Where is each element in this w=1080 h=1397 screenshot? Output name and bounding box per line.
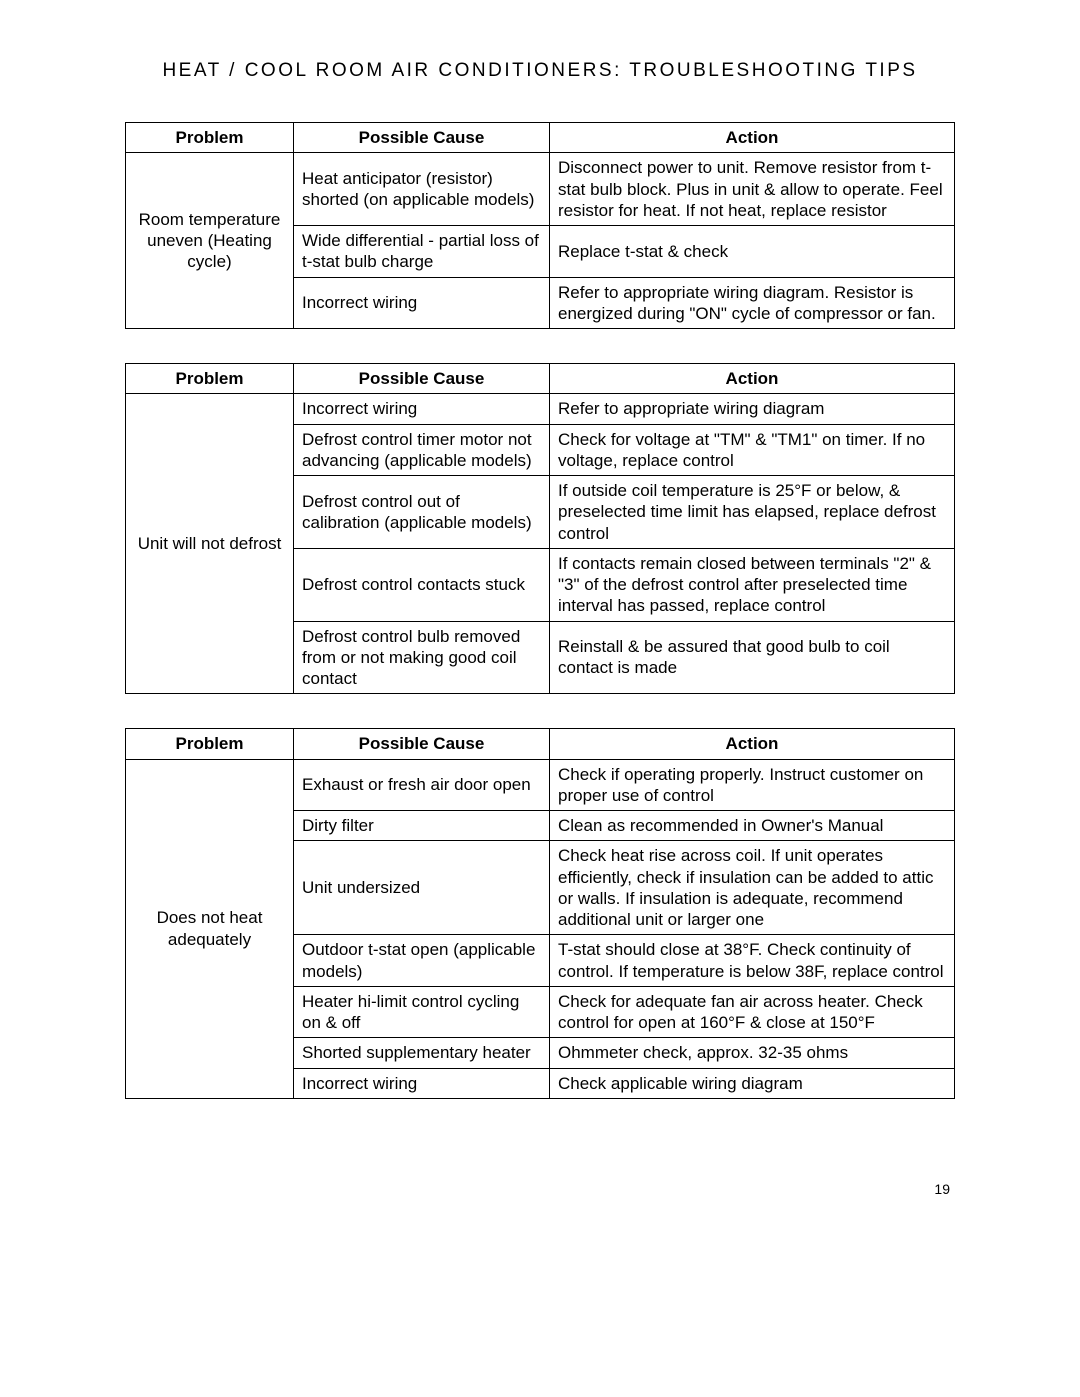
action-cell: Check if operating properly. Instruct cu… [550, 759, 955, 811]
action-cell: Check heat rise across coil. If unit ope… [550, 841, 955, 935]
cause-cell: Incorrect wiring [294, 277, 550, 329]
cause-cell: Defrost control out of calibration (appl… [294, 476, 550, 549]
action-cell: If contacts remain closed between termin… [550, 548, 955, 621]
cause-cell: Incorrect wiring [294, 1068, 550, 1098]
cause-cell: Outdoor t-stat open (applicable models) [294, 935, 550, 987]
problem-cell: Does not heat adequately [126, 759, 294, 1098]
col-cause: Possible Cause [294, 729, 550, 759]
action-cell: Disconnect power to unit. Remove resisto… [550, 153, 955, 226]
cause-cell: Incorrect wiring [294, 394, 550, 424]
cause-cell: Wide differential - partial loss of t-st… [294, 226, 550, 278]
cause-cell: Unit undersized [294, 841, 550, 935]
action-cell: Clean as recommended in Owner's Manual [550, 811, 955, 841]
col-cause: Possible Cause [294, 123, 550, 153]
col-action: Action [550, 364, 955, 394]
col-problem: Problem [126, 123, 294, 153]
action-cell: Check applicable wiring diagram [550, 1068, 955, 1098]
table-row: Does not heat adequately Exhaust or fres… [126, 759, 955, 811]
action-cell: Ohmmeter check, approx. 32-35 ohms [550, 1038, 955, 1068]
action-cell: Check for adequate fan air across heater… [550, 986, 955, 1038]
cause-cell: Shorted supplementary heater [294, 1038, 550, 1068]
cause-cell: Heater hi-limit control cycling on & off [294, 986, 550, 1038]
page-title: HEAT / COOL ROOM AIR CONDITIONERS: TROUB… [125, 60, 955, 82]
action-cell: Reinstall & be assured that good bulb to… [550, 621, 955, 694]
col-problem: Problem [126, 729, 294, 759]
action-cell: Refer to appropriate wiring diagram. Res… [550, 277, 955, 329]
col-problem: Problem [126, 364, 294, 394]
cause-cell: Defrost control timer motor not advancin… [294, 424, 550, 476]
cause-cell: Dirty filter [294, 811, 550, 841]
cause-cell: Heat anticipator (resistor) shorted (on … [294, 153, 550, 226]
troubleshooting-table-1: Problem Possible Cause Action Room tempe… [125, 122, 955, 329]
problem-cell: Room temperature uneven (Heating cycle) [126, 153, 294, 329]
page-number: 19 [934, 1181, 950, 1197]
col-action: Action [550, 729, 955, 759]
troubleshooting-table-3: Problem Possible Cause Action Does not h… [125, 728, 955, 1099]
table-row: Room temperature uneven (Heating cycle) … [126, 153, 955, 226]
action-cell: Refer to appropriate wiring diagram [550, 394, 955, 424]
table-row: Unit will not defrost Incorrect wiring R… [126, 394, 955, 424]
action-cell: Replace t-stat & check [550, 226, 955, 278]
col-cause: Possible Cause [294, 364, 550, 394]
action-cell: If outside coil temperature is 25°F or b… [550, 476, 955, 549]
table-header-row: Problem Possible Cause Action [126, 364, 955, 394]
cause-cell: Defrost control contacts stuck [294, 548, 550, 621]
problem-cell: Unit will not defrost [126, 394, 294, 694]
troubleshooting-table-2: Problem Possible Cause Action Unit will … [125, 363, 955, 694]
cause-cell: Exhaust or fresh air door open [294, 759, 550, 811]
col-action: Action [550, 123, 955, 153]
table-header-row: Problem Possible Cause Action [126, 729, 955, 759]
cause-cell: Defrost control bulb removed from or not… [294, 621, 550, 694]
page: HEAT / COOL ROOM AIR CONDITIONERS: TROUB… [0, 0, 1080, 1397]
action-cell: T-stat should close at 38°F. Check conti… [550, 935, 955, 987]
table-header-row: Problem Possible Cause Action [126, 123, 955, 153]
action-cell: Check for voltage at "TM" & "TM1" on tim… [550, 424, 955, 476]
